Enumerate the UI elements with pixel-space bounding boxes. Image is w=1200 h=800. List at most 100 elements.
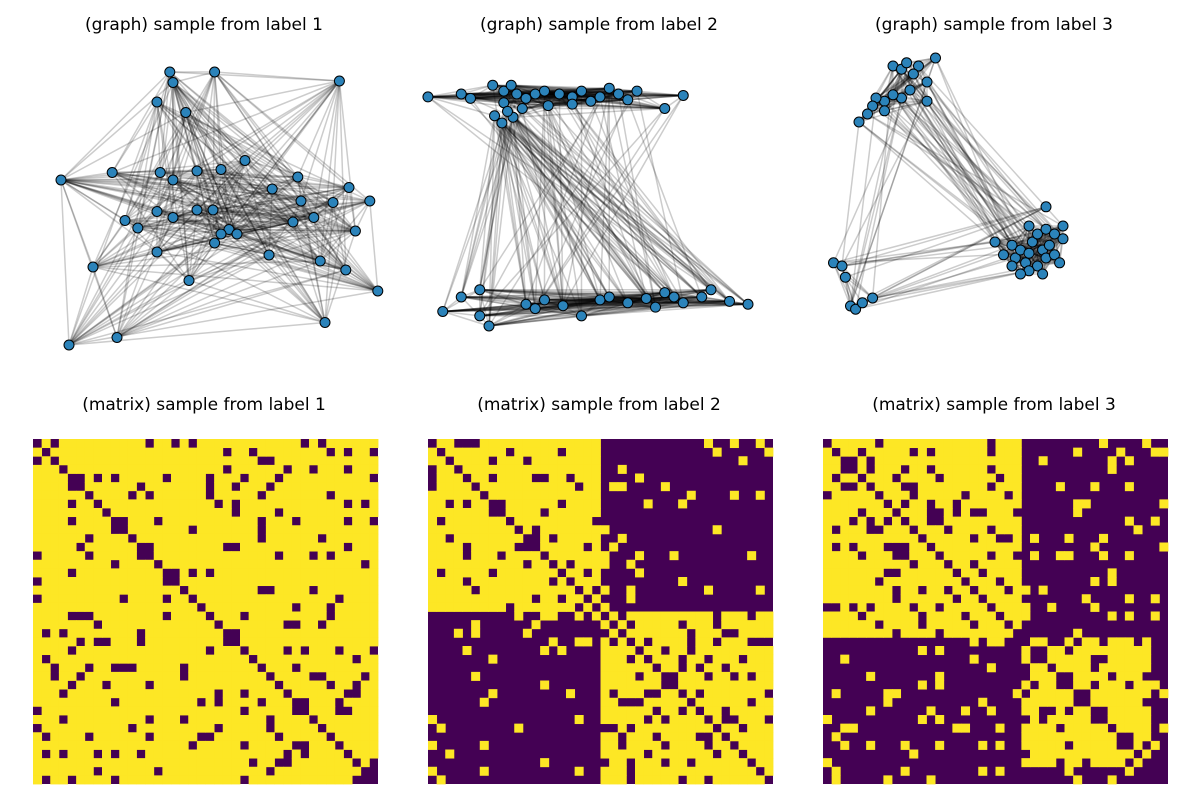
- matrix-cell: [755, 654, 765, 664]
- matrix-cell: [729, 439, 739, 449]
- matrix-cell: [643, 766, 653, 776]
- matrix-cell: [1073, 663, 1083, 673]
- graph-edge: [124, 101, 158, 221]
- matrix-cell: [900, 585, 910, 595]
- graph-edge: [236, 216, 314, 235]
- matrix-cell: [257, 473, 267, 483]
- matrix-cell: [1124, 594, 1134, 604]
- matrix-cell: [214, 525, 224, 535]
- matrix-cell: [84, 525, 94, 535]
- matrix-cell: [935, 585, 945, 595]
- matrix-cell: [179, 482, 189, 492]
- matrix-cell: [986, 542, 996, 552]
- matrix-cell: [1021, 697, 1031, 707]
- graph-node: [209, 237, 221, 249]
- graph-edge: [116, 160, 246, 338]
- matrix-cell: [309, 568, 319, 578]
- graph-node: [640, 292, 652, 304]
- matrix-cell: [729, 646, 739, 656]
- graph-node: [498, 85, 510, 97]
- matrix-cell: [1090, 482, 1100, 492]
- matrix-cell: [866, 559, 876, 569]
- matrix-cell: [1090, 646, 1100, 656]
- graph-node: [292, 171, 304, 183]
- matrix-cell: [1133, 671, 1143, 681]
- matrix-cell: [1099, 758, 1109, 768]
- matrix-cell: [196, 542, 206, 552]
- matrix-cell: [50, 715, 60, 725]
- matrix-cell: [943, 533, 953, 543]
- graph-edge: [60, 179, 118, 338]
- matrix-cell: [704, 749, 714, 759]
- matrix-cell: [50, 689, 60, 699]
- graph-edge: [442, 303, 527, 313]
- matrix-cell: [136, 715, 146, 725]
- matrix-cell: [110, 533, 120, 543]
- graph-edge: [60, 179, 94, 268]
- matrix-cell: [695, 628, 705, 638]
- matrix-cell: [600, 602, 610, 612]
- matrix-cell: [162, 516, 172, 526]
- matrix-cell: [591, 482, 601, 492]
- matrix-cell: [188, 559, 198, 569]
- graph-node: [483, 320, 495, 332]
- matrix-cell: [50, 654, 60, 664]
- graph-edge: [926, 100, 1064, 240]
- matrix-cell: [179, 551, 189, 561]
- matrix-cell: [76, 732, 86, 742]
- matrix-cell: [205, 447, 215, 457]
- graph-edge: [60, 179, 370, 202]
- matrix-cell: [660, 766, 670, 776]
- graph-edge: [841, 265, 874, 299]
- matrix-cell: [721, 654, 731, 664]
- matrix-cell: [1047, 697, 1057, 707]
- matrix-cell: [265, 516, 275, 526]
- matrix-cell: [257, 482, 267, 492]
- matrix-cell: [196, 490, 206, 500]
- graph-edge: [196, 209, 216, 244]
- graph-node: [659, 287, 671, 299]
- matrix-cell: [50, 516, 60, 526]
- matrix-cell: [41, 568, 51, 578]
- matrix-cell: [136, 620, 146, 630]
- matrix-cell: [326, 740, 336, 750]
- matrix-cell: [162, 482, 172, 492]
- graph-edge: [220, 169, 326, 323]
- matrix-cell: [317, 499, 327, 509]
- matrix-cell: [136, 723, 146, 733]
- matrix-cell: [900, 577, 910, 587]
- graph-edge: [892, 94, 996, 243]
- matrix-cell: [669, 766, 679, 776]
- graph-node: [167, 77, 179, 88]
- matrix-cell: [978, 525, 988, 535]
- matrix-cell: [961, 542, 971, 552]
- matrix-cell: [283, 732, 293, 742]
- matrix-cell: [214, 628, 224, 638]
- matrix-cell: [162, 766, 172, 776]
- matrix-cell: [540, 577, 550, 587]
- graph-node: [677, 89, 689, 101]
- matrix-cell: [360, 663, 370, 673]
- matrix-cell: [995, 516, 1005, 526]
- matrix-cell: [428, 766, 438, 776]
- graph-edge: [172, 179, 321, 262]
- matrix-cell: [369, 732, 379, 742]
- matrix-cell: [600, 740, 610, 750]
- matrix-cell: [309, 456, 319, 466]
- matrix-cell: [84, 646, 94, 656]
- matrix-cell: [566, 594, 576, 604]
- matrix-cell: [162, 490, 172, 500]
- matrix-cell: [153, 611, 163, 621]
- matrix-cell: [840, 594, 850, 604]
- matrix-cell: [369, 559, 379, 569]
- matrix-cell: [231, 775, 241, 785]
- matrix-cell: [265, 594, 275, 604]
- matrix-cell: [369, 577, 379, 587]
- matrix-cell: [952, 439, 962, 449]
- graph-edge: [845, 206, 1047, 278]
- matrix-cell: [574, 594, 584, 604]
- matrix-cell: [1133, 758, 1143, 768]
- matrix-cell: [291, 508, 301, 518]
- matrix-cell: [1021, 646, 1031, 656]
- matrix-cell: [952, 577, 962, 587]
